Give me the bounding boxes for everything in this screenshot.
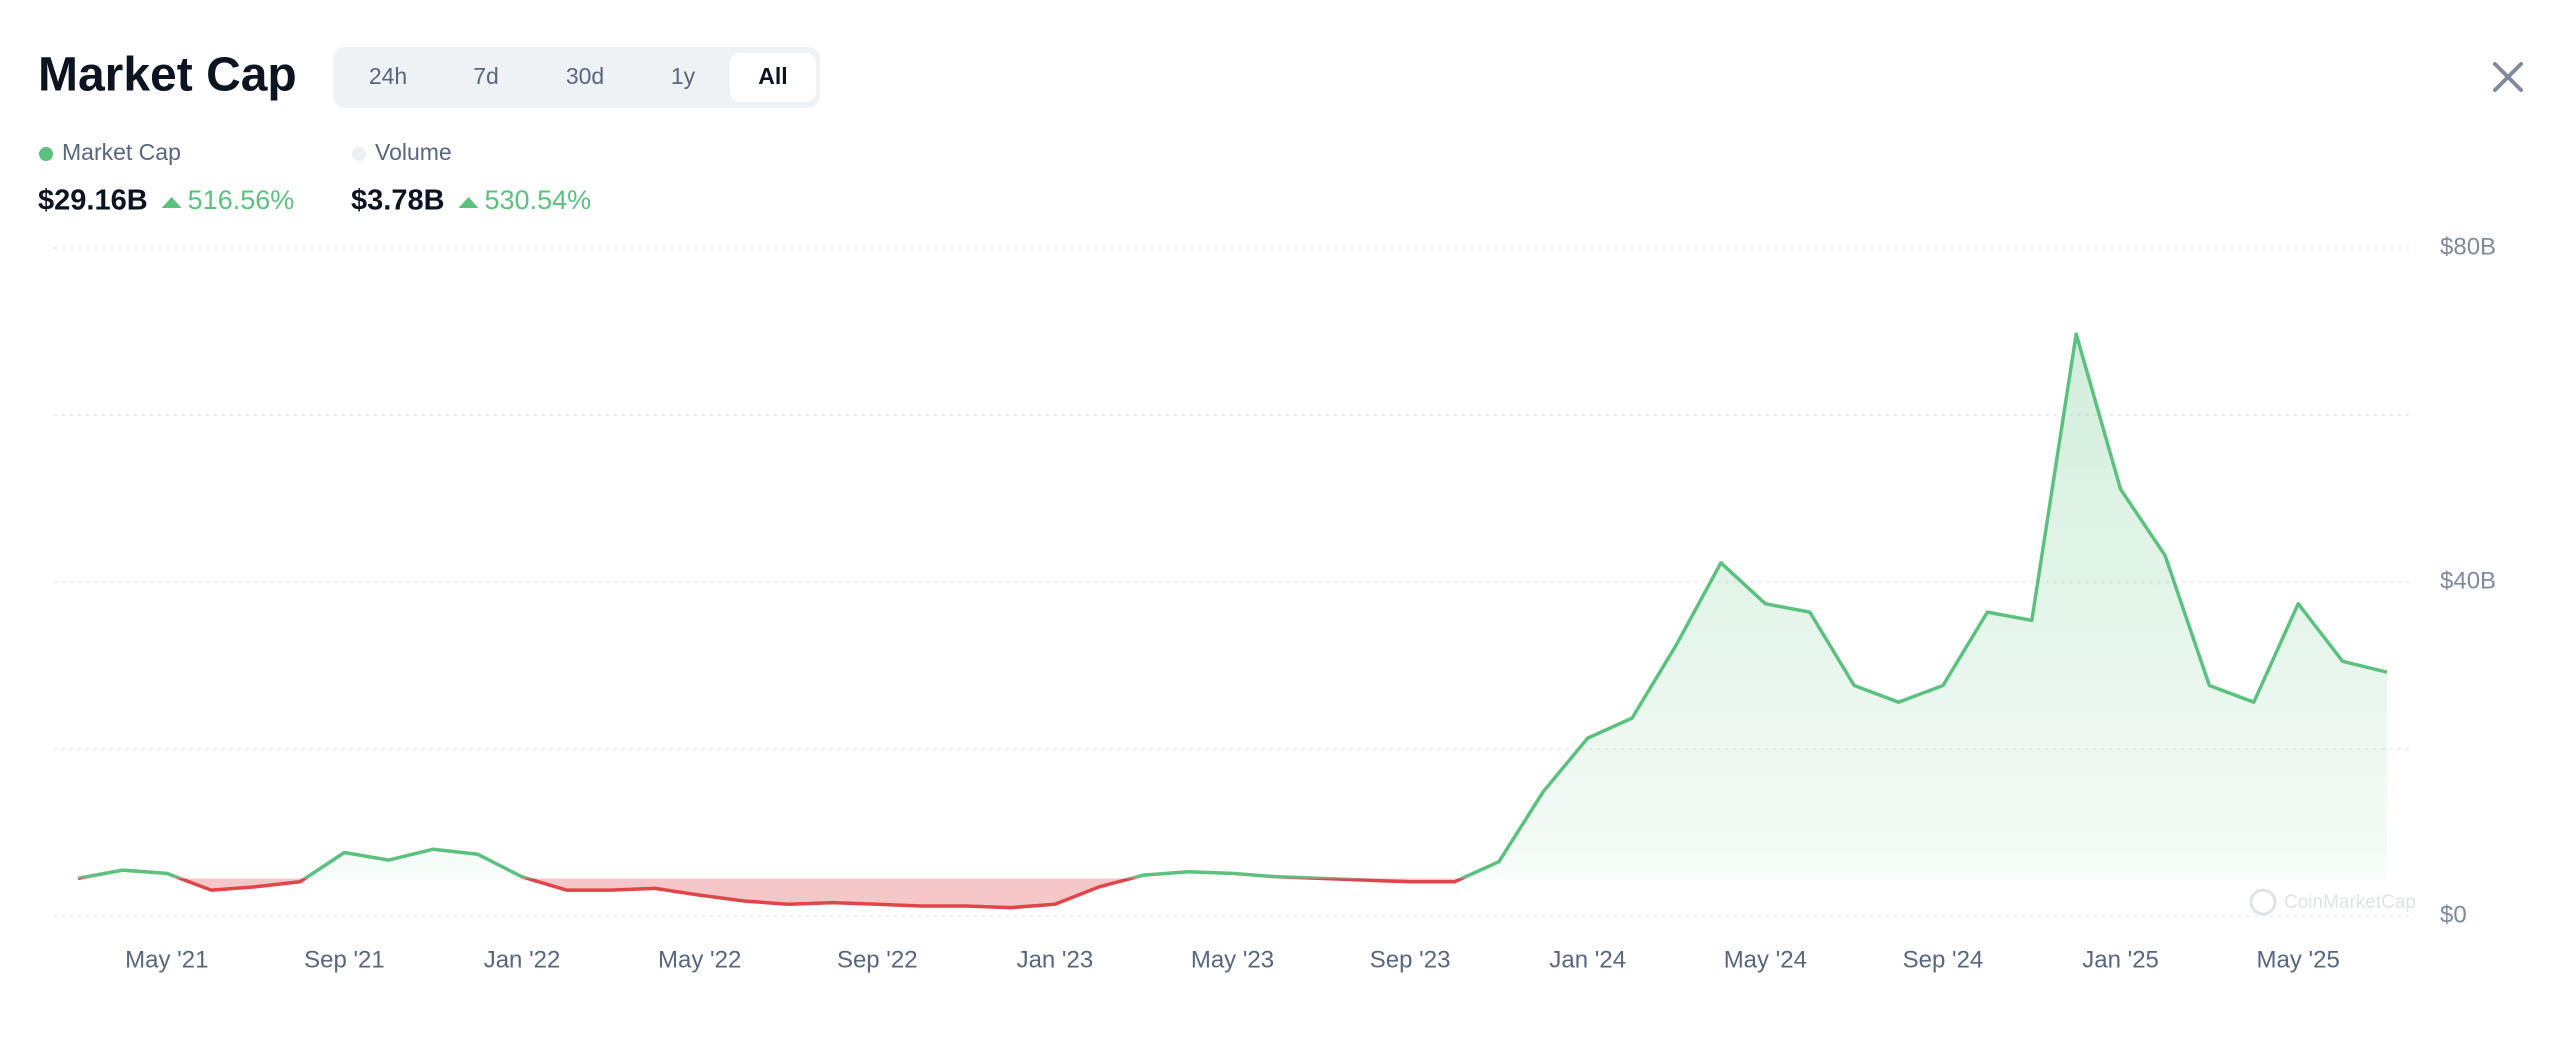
line-above	[77, 332, 2388, 879]
x-tick-label: Sep '23	[1370, 946, 1451, 973]
x-tick-label: May '25	[2257, 946, 2340, 973]
range-button[interactable]: 24h	[369, 63, 407, 89]
stat-value: $3.78B	[351, 185, 445, 217]
stat-change: 530.54%	[485, 185, 592, 215]
chart-title: Market Cap	[38, 49, 297, 102]
up-arrow	[458, 197, 479, 208]
range-button[interactable]: 1y	[671, 63, 696, 89]
area-below	[78, 878, 2387, 908]
x-tick-label: Sep '21	[304, 946, 385, 973]
range-button[interactable]: All	[758, 63, 787, 89]
x-tick-label: Jan '24	[1549, 946, 1626, 973]
x-tick-label: May '23	[1191, 946, 1274, 973]
legend-label: Volume	[375, 139, 452, 165]
x-tick-label: Sep '22	[837, 946, 918, 973]
range-button[interactable]: 30d	[566, 63, 604, 89]
range-selected	[730, 53, 816, 102]
watermark: CoinMarketCap	[2284, 892, 2416, 913]
x-tick-label: Jan '22	[484, 946, 561, 973]
range-group	[333, 47, 820, 108]
legend-label: Market Cap	[62, 139, 181, 165]
stat-change: 516.56%	[188, 185, 295, 215]
area-above	[78, 334, 2387, 879]
legend-dot	[352, 147, 366, 161]
range-button[interactable]: 7d	[473, 63, 499, 89]
watermark-icon	[2249, 888, 2277, 916]
stat-value: $29.16B	[38, 185, 148, 217]
y-tick-label: $80B	[2440, 233, 2496, 260]
x-tick-label: Jan '25	[2082, 946, 2159, 973]
y-tick-label: $40B	[2440, 567, 2496, 594]
x-tick-label: May '21	[125, 946, 208, 973]
x-tick-label: Jan '23	[1017, 946, 1094, 973]
x-tick-label: May '22	[658, 946, 741, 973]
x-tick-label: Sep '24	[1903, 946, 1984, 973]
up-arrow	[161, 197, 182, 208]
y-tick-label: $0	[2440, 901, 2467, 928]
legend-dot	[39, 147, 53, 161]
x-tick-label: May '24	[1724, 946, 1807, 973]
close-button[interactable]	[2493, 62, 2523, 92]
